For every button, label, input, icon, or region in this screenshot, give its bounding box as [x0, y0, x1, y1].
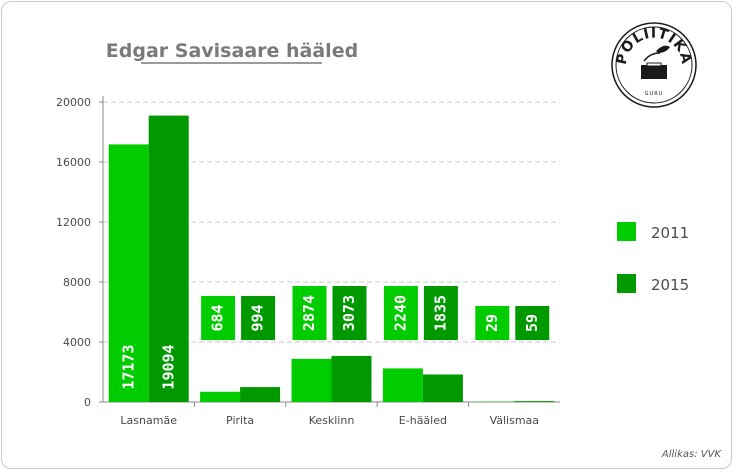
x-tick-label: Välismaa	[490, 414, 539, 427]
y-tick-label: 16000	[56, 156, 91, 169]
legend: 2011 2015	[617, 222, 689, 294]
logo: POLIITIKA GURU	[611, 22, 697, 108]
bar	[514, 401, 555, 402]
data-label: 2240	[391, 295, 409, 331]
bar	[291, 358, 332, 402]
data-label-box	[515, 306, 550, 340]
data-label: 994	[249, 304, 267, 331]
data-label: 1835	[431, 295, 449, 331]
x-tick-label: Lasnamäe	[120, 414, 177, 427]
bar	[331, 355, 372, 402]
y-tick-label: 4000	[63, 336, 91, 349]
data-label: 3073	[340, 295, 358, 331]
data-label-box	[332, 286, 367, 340]
source-note: Allikas: VVK	[661, 449, 723, 460]
bar	[108, 144, 149, 402]
data-label-box	[201, 296, 236, 340]
ballot-box-icon	[641, 65, 667, 79]
data-label-box	[475, 306, 510, 340]
legend-swatch	[617, 274, 636, 293]
data-label: 19094	[160, 344, 178, 389]
bars: 17173 19094 684 994 2874 3073 2240 1835 29 59	[108, 115, 555, 402]
bar	[240, 387, 281, 402]
legend-label: 2011	[651, 224, 689, 242]
legend-swatch	[617, 222, 636, 241]
chart-title: Edgar Savisaare hääled	[106, 40, 358, 62]
x-tick-label: E-hääled	[399, 414, 447, 427]
x-axis: Lasnamäe Pirita Kesklinn E-hääled Välismaa	[120, 402, 539, 427]
legend-label: 2015	[651, 276, 689, 294]
data-label: 29	[483, 314, 501, 332]
data-label: 17173	[120, 344, 138, 389]
y-tick-label: 8000	[63, 276, 91, 289]
bar	[148, 115, 189, 402]
data-label: 59	[523, 314, 541, 332]
bar	[200, 391, 241, 402]
bar	[422, 374, 463, 402]
data-label: 2874	[300, 295, 318, 331]
data-label-box	[241, 296, 276, 340]
data-label: 684	[209, 304, 227, 331]
y-tick-label: 12000	[56, 216, 91, 229]
y-tick-label: 0	[84, 396, 91, 409]
y-tick-label: 20000	[56, 96, 91, 109]
leaf-icon	[656, 45, 670, 53]
data-label-box	[292, 286, 327, 340]
logo-subtext: GURU	[645, 91, 664, 97]
x-tick-label: Kesklinn	[309, 414, 355, 427]
bar	[382, 368, 423, 402]
data-label-box	[383, 286, 418, 340]
x-tick-label: Pirita	[226, 414, 254, 427]
data-label-box	[423, 286, 458, 340]
